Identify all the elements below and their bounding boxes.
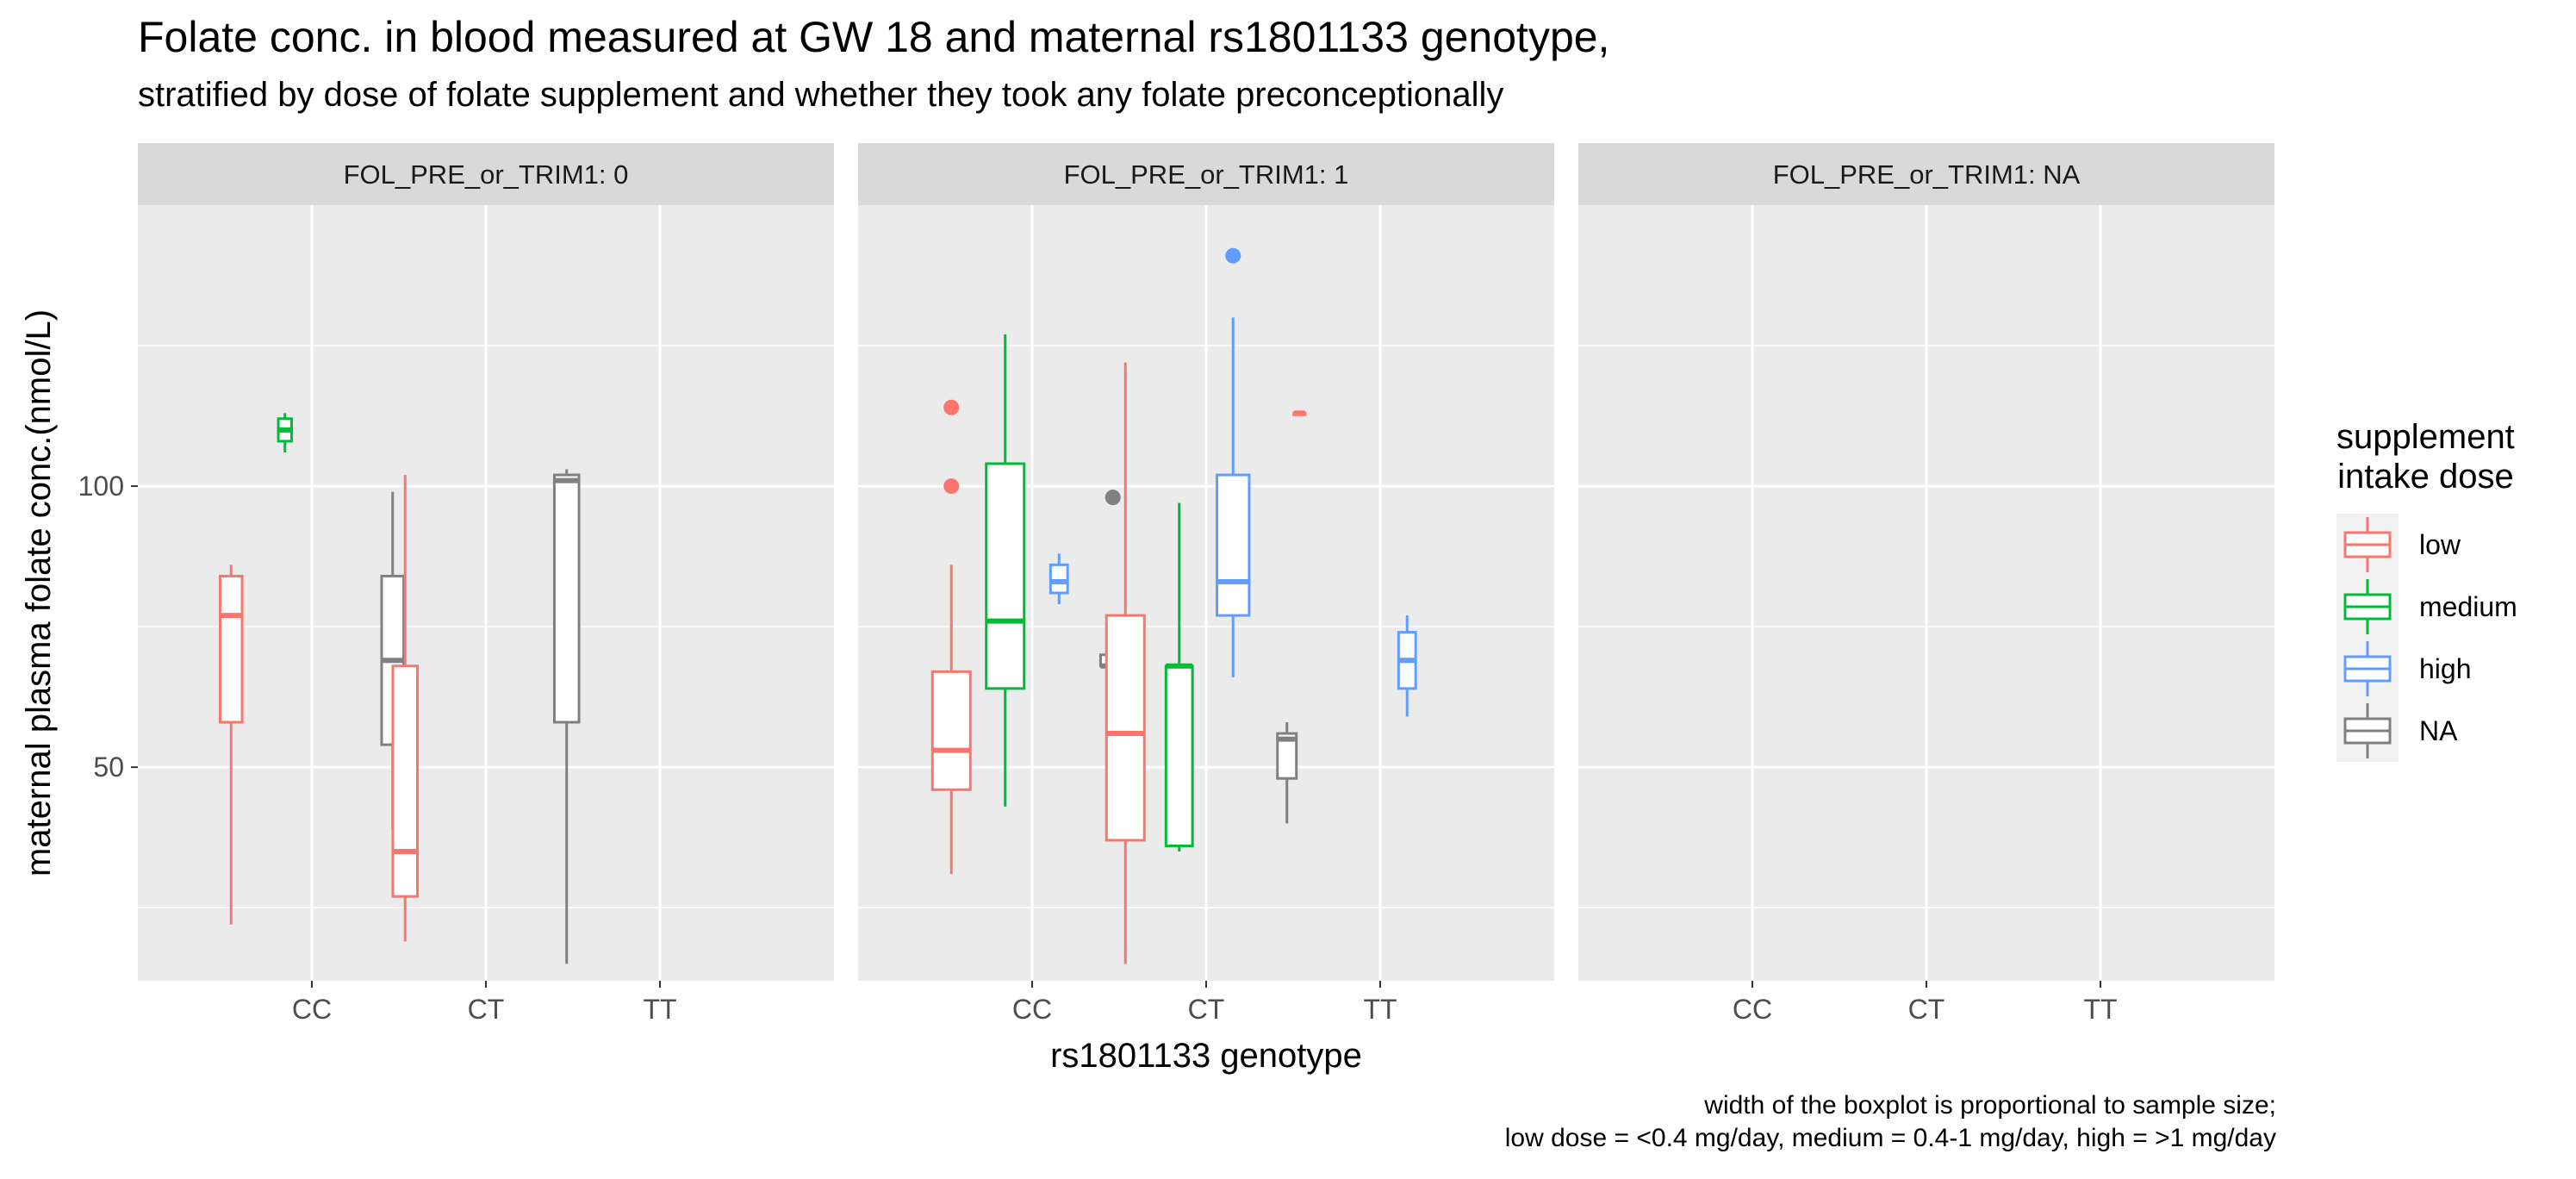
- panel-strip: [138, 143, 834, 205]
- x-tick-label: TT: [2083, 994, 2117, 1025]
- legend-label: low: [2419, 529, 2461, 560]
- axes-layer: CC CT TT CC CT TT CC CT TT 50 100 rs1801133 genotyp…: [20, 309, 2118, 1075]
- legend-title: supplement intake dose: [2336, 417, 2515, 496]
- boxplot-CC-medium: [277, 413, 293, 452]
- x-tick-label: CC: [1733, 994, 1772, 1025]
- legend-key: [2336, 638, 2399, 700]
- boxplot-CT-medium: [1164, 502, 1194, 852]
- marks-layer: [218, 247, 1417, 964]
- outlier-point: [943, 478, 960, 495]
- legend-item-low: low: [2336, 514, 2543, 576]
- caption: width of the boxplot is proportional to …: [1505, 1089, 2276, 1155]
- panels-layer: FOL_PRE_or_TRIM1: 0 FOL_PRE_or_TRIM1: 1 FO…: [138, 143, 2274, 981]
- boxplot-CT-low: [1104, 362, 1146, 964]
- legend-label: high: [2419, 653, 2472, 684]
- legend-label: NA: [2419, 715, 2458, 746]
- chart-title: Folate conc. in blood measured at GW 18 …: [138, 13, 1610, 61]
- boxplot-CT-high: [1216, 247, 1251, 677]
- boxplot-CC-high: [1048, 553, 1069, 605]
- boxplot-TT-high: [1397, 615, 1417, 717]
- x-tick-label: CT: [468, 994, 505, 1025]
- boxplot-TT-low: [1292, 410, 1307, 416]
- box-iqr: [930, 670, 972, 791]
- y-axis-title: maternal plasma folate conc.(nmol/L): [20, 309, 58, 876]
- x-tick-label: CC: [1012, 994, 1052, 1025]
- legend-title-line-1: supplement: [2336, 418, 2515, 456]
- legend-key: [2336, 514, 2399, 576]
- x-tick-label: CT: [1188, 994, 1225, 1025]
- legend-item-high: high: [2336, 638, 2543, 700]
- chart-subtitle: stratified by dose of folate supplement …: [138, 76, 1504, 114]
- x-tick-label: CC: [292, 994, 332, 1025]
- outlier-point: [943, 399, 960, 415]
- boxplot-CC-medium: [985, 334, 1026, 807]
- x-tick-label: TT: [643, 994, 676, 1025]
- boxplot-CC-low: [930, 399, 972, 875]
- boxplot-CT-NA: [1276, 722, 1298, 824]
- box-iqr: [1276, 732, 1298, 780]
- x-tick-label: TT: [1363, 994, 1397, 1025]
- box-iqr: [985, 462, 1026, 690]
- panel-strip: [858, 143, 1554, 205]
- panel-strip: [1578, 143, 2274, 205]
- y-tick-label: 100: [78, 471, 124, 502]
- box-iqr: [1216, 473, 1251, 617]
- x-axis-title: rs1801133 genotype: [1050, 1037, 1362, 1075]
- boxplot-CT-low: [391, 475, 420, 942]
- box-iqr: [391, 664, 420, 898]
- box-iqr: [1048, 563, 1069, 595]
- panel-strip-label: FOL_PRE_or_TRIM1: 0: [344, 159, 629, 190]
- boxplot-CT-NA: [552, 469, 581, 964]
- legend-item-na: NA: [2336, 700, 2543, 762]
- boxplot-CC-low: [218, 565, 244, 925]
- box-iqr: [218, 574, 244, 724]
- caption-line-2: low dose = <0.4 mg/day, medium = 0.4-1 m…: [1504, 1124, 2276, 1152]
- outlier-point: [1104, 490, 1121, 506]
- legend-label: medium: [2419, 591, 2517, 622]
- x-tick-label: CT: [1908, 994, 1945, 1025]
- box-iqr: [1104, 614, 1146, 842]
- legend-key: [2336, 576, 2399, 638]
- caption-line-1: width of the boxplot is proportional to …: [1704, 1091, 2276, 1120]
- legend-title-line-2: intake dose: [2337, 458, 2514, 496]
- legend-item-medium: medium: [2336, 576, 2543, 638]
- box-iqr: [552, 473, 581, 724]
- outlier-point: [1225, 247, 1241, 264]
- panel-strip-label: FOL_PRE_or_TRIM1: 1: [1064, 159, 1349, 190]
- box-iqr: [1164, 664, 1194, 847]
- legend-key: [2336, 700, 2399, 762]
- y-tick-label: 50: [93, 752, 124, 783]
- panel-strip-label: FOL_PRE_or_TRIM1: NA: [1773, 159, 2081, 190]
